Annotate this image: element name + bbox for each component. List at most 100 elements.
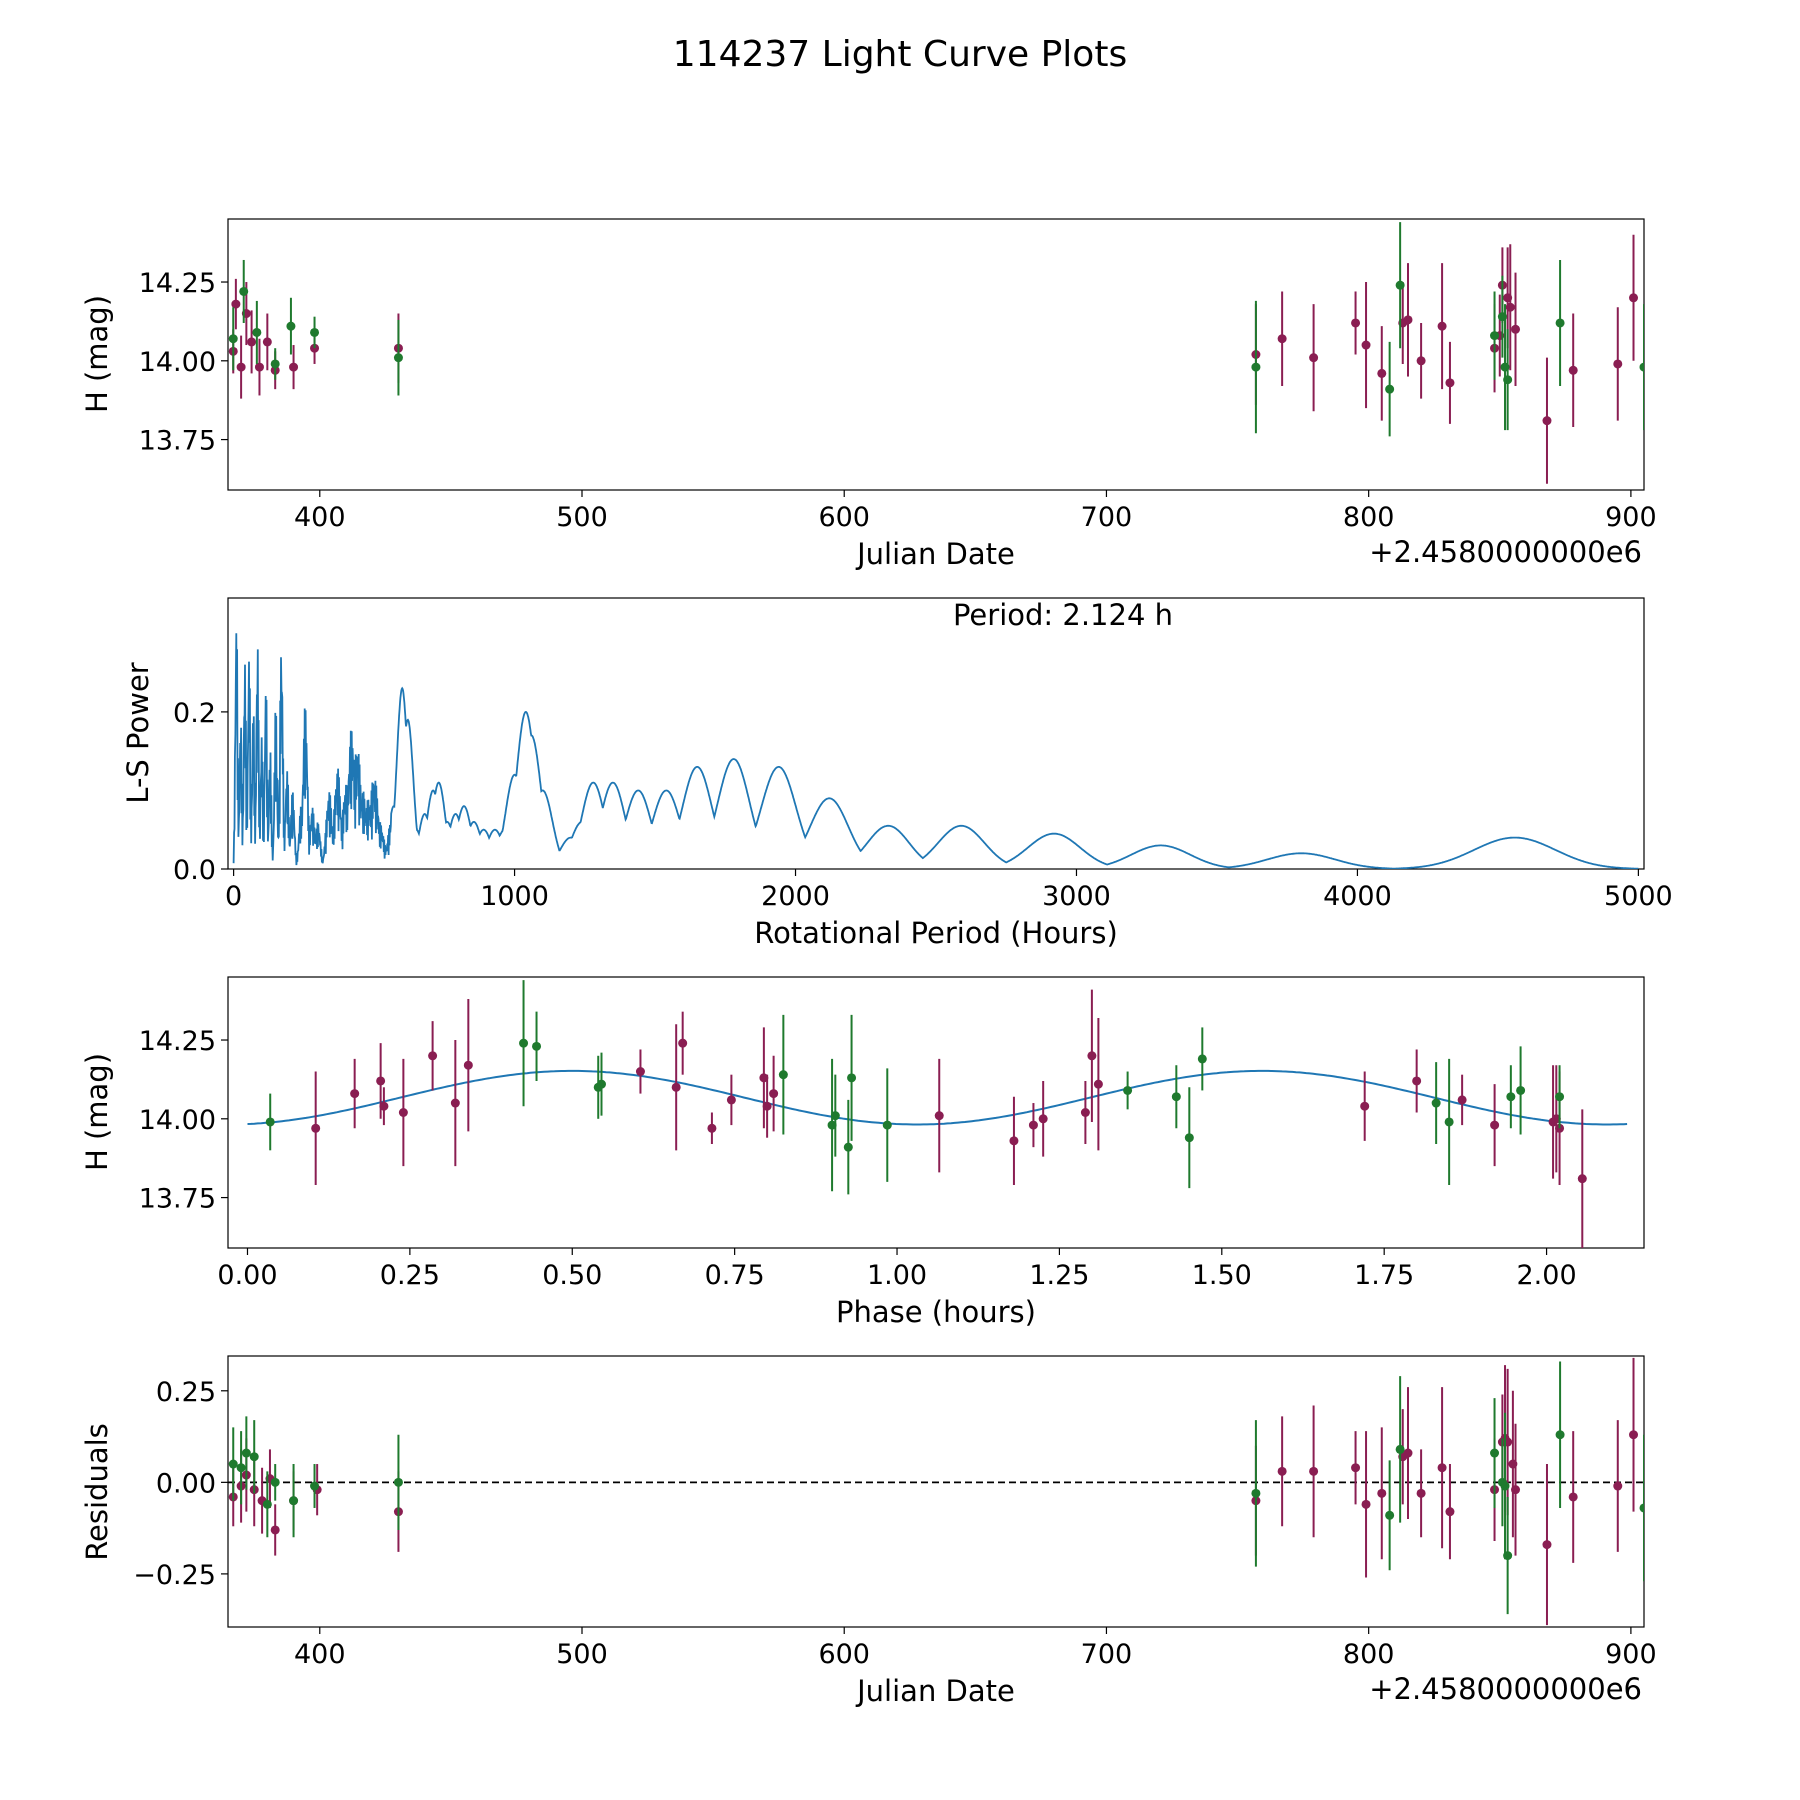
phase-data-point <box>1577 1174 1587 1184</box>
periodogram-x-ticks: 0 1000 2000 3000 4000 5000 <box>225 869 1673 912</box>
phase-data-point <box>1123 1085 1133 1095</box>
residuals-plot-area <box>228 1357 1644 1626</box>
phase-data-point <box>843 1142 853 1152</box>
residuals-data-point <box>236 1463 246 1473</box>
periodogram-y-label: L-S Power <box>121 662 155 803</box>
lc-data-point <box>252 327 262 337</box>
residuals-panel: 400 500 600 700 800 900 −0.25 0.00 0.25 Julian … <box>80 1355 1657 1708</box>
periodogram-axes-frame <box>227 597 1645 870</box>
phase-data-point <box>265 1117 275 1127</box>
phase-data-point <box>882 1120 892 1130</box>
phase-data-point <box>519 1038 529 1048</box>
lc-data-point <box>1445 378 1455 388</box>
residuals-data-point <box>1395 1444 1405 1454</box>
lc-data-point <box>1416 356 1426 366</box>
phase-data-point <box>678 1038 688 1048</box>
residuals-data-point <box>1361 1499 1371 1509</box>
residuals-x-ticks: 400 500 600 700 800 900 <box>294 1627 1657 1670</box>
residuals-data-point <box>393 1477 403 1487</box>
light-curve-offset-text: +2.4580000000e6 <box>1369 535 1642 569</box>
phase-x-tick-label: 1.00 <box>867 1260 927 1291</box>
periodogram-x-tick-label: 3000 <box>1042 881 1111 912</box>
phase-data-point <box>934 1111 944 1121</box>
phase-data-point <box>350 1089 360 1099</box>
periodogram-x-tick-label: 2000 <box>761 881 830 912</box>
phase-data-point <box>376 1076 386 1086</box>
phase-y-tick-label: 14.25 <box>139 1026 216 1057</box>
lc-data-point <box>1639 362 1644 372</box>
phase-x-tick-label: 0.75 <box>705 1260 765 1291</box>
residuals-data-point <box>228 1459 238 1469</box>
residuals-offset-text: +2.4580000000e6 <box>1369 1672 1642 1706</box>
periodogram-y-tick-label: 0.2 <box>173 698 216 729</box>
lc-data-point <box>1613 359 1623 369</box>
lc-data-point <box>393 353 403 363</box>
residuals-x-tick-label: 500 <box>556 1639 608 1670</box>
lc-data-point <box>1490 331 1500 341</box>
phase-y-ticks: 13.75 14.00 14.25 <box>139 1026 228 1215</box>
phase-data-point <box>311 1123 321 1133</box>
residuals-y-ticks: −0.25 0.00 0.25 <box>133 1377 228 1591</box>
lc-y-tick-label: 14.00 <box>139 347 216 378</box>
residuals-data-point <box>1251 1488 1261 1498</box>
phase-data-point <box>762 1101 772 1111</box>
phase-data-point <box>1444 1117 1454 1127</box>
residuals-data-point <box>1403 1448 1413 1458</box>
lc-data-point <box>1437 321 1447 331</box>
lc-data-point <box>1629 293 1639 303</box>
phase-x-tick-label: 1.75 <box>1354 1260 1414 1291</box>
phase-data-point <box>1080 1108 1090 1117</box>
residuals-x-tick-label: 900 <box>1605 1639 1657 1670</box>
phase-data-point <box>769 1089 779 1099</box>
phase-fit-curve <box>247 1069 1628 1126</box>
residuals-data-point <box>1629 1430 1639 1440</box>
phase-y-tick-label: 14.00 <box>139 1105 216 1136</box>
phase-data-point <box>1093 1079 1103 1089</box>
residuals-data-point <box>249 1452 259 1462</box>
phase-data-point <box>707 1123 717 1133</box>
lc-data-point <box>1568 365 1578 375</box>
lc-data-point <box>262 337 272 347</box>
residuals-data-point <box>289 1496 299 1506</box>
phase-x-tick-label: 1.50 <box>1192 1260 1252 1291</box>
residuals-data-point <box>1416 1488 1426 1498</box>
lc-data-point <box>1403 315 1413 325</box>
lc-data-point <box>1555 318 1565 328</box>
phase-data-point <box>1431 1098 1441 1108</box>
phase-panel: 0.00 0.25 0.50 0.75 1.00 1.25 1.50 1.75 2.00 13.… <box>80 976 1645 1329</box>
periodogram-x-tick-label: 5000 <box>1604 881 1673 912</box>
residuals-y-tick-label: −0.25 <box>133 1560 216 1591</box>
lc-y-tick-label: 14.25 <box>139 268 216 299</box>
phase-data-point <box>1506 1092 1516 1102</box>
phase-data-point <box>450 1098 460 1108</box>
lc-x-tick-label: 800 <box>1343 502 1395 533</box>
residuals-x-tick-label: 400 <box>294 1639 346 1670</box>
phase-data-point <box>596 1079 606 1089</box>
light-curve-x-ticks: 400 500 600 700 800 900 <box>294 490 1657 533</box>
phase-x-tick-label: 0.50 <box>542 1260 602 1291</box>
residuals-data-point <box>1490 1448 1500 1458</box>
residuals-data-point <box>241 1448 251 1458</box>
residuals-data-point <box>1555 1430 1565 1440</box>
periodogram-x-tick-label: 4000 <box>1323 881 1392 912</box>
residuals-data-point <box>1277 1466 1287 1476</box>
light-curve-panel: 400 500 600 700 800 900 13.75 14.00 14.25 Julia… <box>80 218 1657 571</box>
lc-data-point <box>1309 353 1319 363</box>
residuals-data-point <box>1613 1481 1623 1491</box>
phase-data-point <box>1516 1085 1526 1095</box>
lc-data-point <box>310 327 320 337</box>
phase-data-point <box>1555 1092 1565 1102</box>
phase-data-point <box>379 1101 389 1111</box>
lc-data-point <box>286 321 296 331</box>
phase-data-point <box>635 1067 645 1077</box>
phase-data-point <box>463 1060 473 1070</box>
lc-x-tick-label: 700 <box>1081 502 1133 533</box>
residuals-data-point <box>1542 1540 1552 1550</box>
residuals-data-point <box>1437 1463 1447 1473</box>
phase-data-point <box>778 1070 788 1080</box>
periodogram-x-label: Rotational Period (Hours) <box>754 916 1118 950</box>
lc-data-point <box>1277 334 1287 344</box>
lc-x-tick-label: 900 <box>1605 502 1657 533</box>
phase-axes-frame <box>227 976 1645 1249</box>
